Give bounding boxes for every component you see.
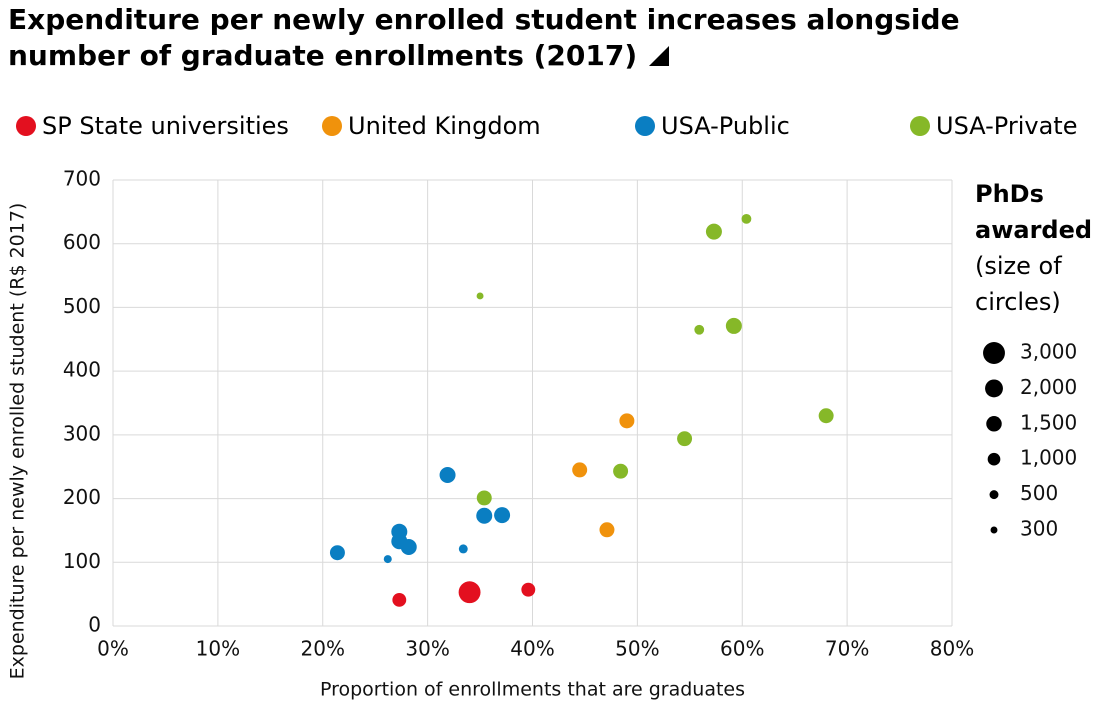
size-legend-title: PhDs awarded (975, 180, 1093, 244)
legend-item: United Kingdom (322, 112, 541, 140)
bubble (705, 223, 722, 240)
x-tick-label: 80% (930, 637, 974, 661)
y-tick-label: 200 (63, 485, 101, 509)
x-tick-label: 30% (405, 637, 449, 661)
size-legend-label: 3,000 (1020, 340, 1077, 364)
chart-title-box: Expenditure per newly enrolled student i… (8, 2, 988, 74)
bubble (392, 592, 407, 607)
bubble (677, 431, 693, 447)
x-tick-label: 50% (615, 637, 659, 661)
legend-label: United Kingdom (348, 112, 541, 140)
y-tick-label: 600 (63, 230, 101, 254)
x-tick-label: 10% (196, 637, 240, 661)
legend-label: SP State universities (42, 112, 289, 140)
bubble (439, 466, 456, 483)
legend-label: USA-Private (936, 112, 1078, 140)
size-legend-label: 1,000 (1020, 446, 1077, 470)
size-legend-label: 300 (1020, 517, 1058, 541)
bubble (383, 555, 392, 564)
x-tick-label: 60% (720, 637, 764, 661)
legend-item: SP State universities (16, 112, 289, 140)
size-legend-label: 500 (1020, 481, 1058, 505)
y-axis-label: Expenditure per newly enrolled student (… (7, 203, 29, 680)
legend-swatch (322, 116, 342, 136)
size-legend-circle (983, 342, 1005, 364)
bubble (476, 292, 484, 300)
bubble (476, 490, 492, 506)
bubble (458, 581, 481, 604)
x-tick-label: 40% (510, 637, 554, 661)
y-tick-label: 500 (63, 294, 101, 318)
legend-item: USA-Private (910, 112, 1077, 140)
size-legend-label: 1,500 (1020, 410, 1077, 434)
chart-title: Expenditure per newly enrolled student i… (8, 3, 960, 72)
size-legend-subtitle: (size of circles) (975, 252, 1062, 316)
legend-label: USA-Public (661, 112, 790, 140)
bubble (619, 413, 635, 429)
size-legend-circle (987, 452, 1001, 466)
bubble (476, 507, 493, 524)
bubble (613, 463, 629, 479)
bubble (572, 462, 588, 478)
size-legend-label: 2,000 (1020, 375, 1077, 399)
bubble (400, 538, 417, 555)
x-axis-label: Proportion of enrollments that are gradu… (320, 679, 745, 701)
size-legend-circle (990, 526, 998, 534)
y-tick-label: 100 (63, 549, 101, 573)
bubble (725, 317, 742, 334)
bubble (521, 582, 536, 597)
bubble (599, 522, 615, 538)
y-tick-label: 300 (63, 421, 101, 445)
bubble (694, 324, 705, 335)
bubble (458, 544, 468, 554)
title-icon (648, 46, 669, 66)
x-tick-label: 70% (825, 637, 869, 661)
bubble (391, 533, 408, 550)
y-tick-label: 0 (88, 613, 101, 637)
legend-swatch (635, 116, 655, 136)
bubble (494, 507, 511, 524)
bubble (391, 523, 408, 540)
bubble (741, 213, 752, 224)
legend-swatch (910, 116, 930, 136)
size-legend-circle (989, 490, 999, 500)
bubble (818, 408, 834, 424)
y-tick-label: 400 (63, 358, 101, 382)
bubble (329, 545, 345, 561)
x-tick-label: 20% (301, 637, 345, 661)
y-tick-label: 700 (63, 167, 101, 191)
size-legend-circle (985, 379, 1003, 398)
legend-swatch (16, 116, 36, 136)
size-legend-circle (986, 416, 1002, 432)
x-tick-label: 0% (97, 637, 129, 661)
legend-item: USA-Public (635, 112, 790, 140)
